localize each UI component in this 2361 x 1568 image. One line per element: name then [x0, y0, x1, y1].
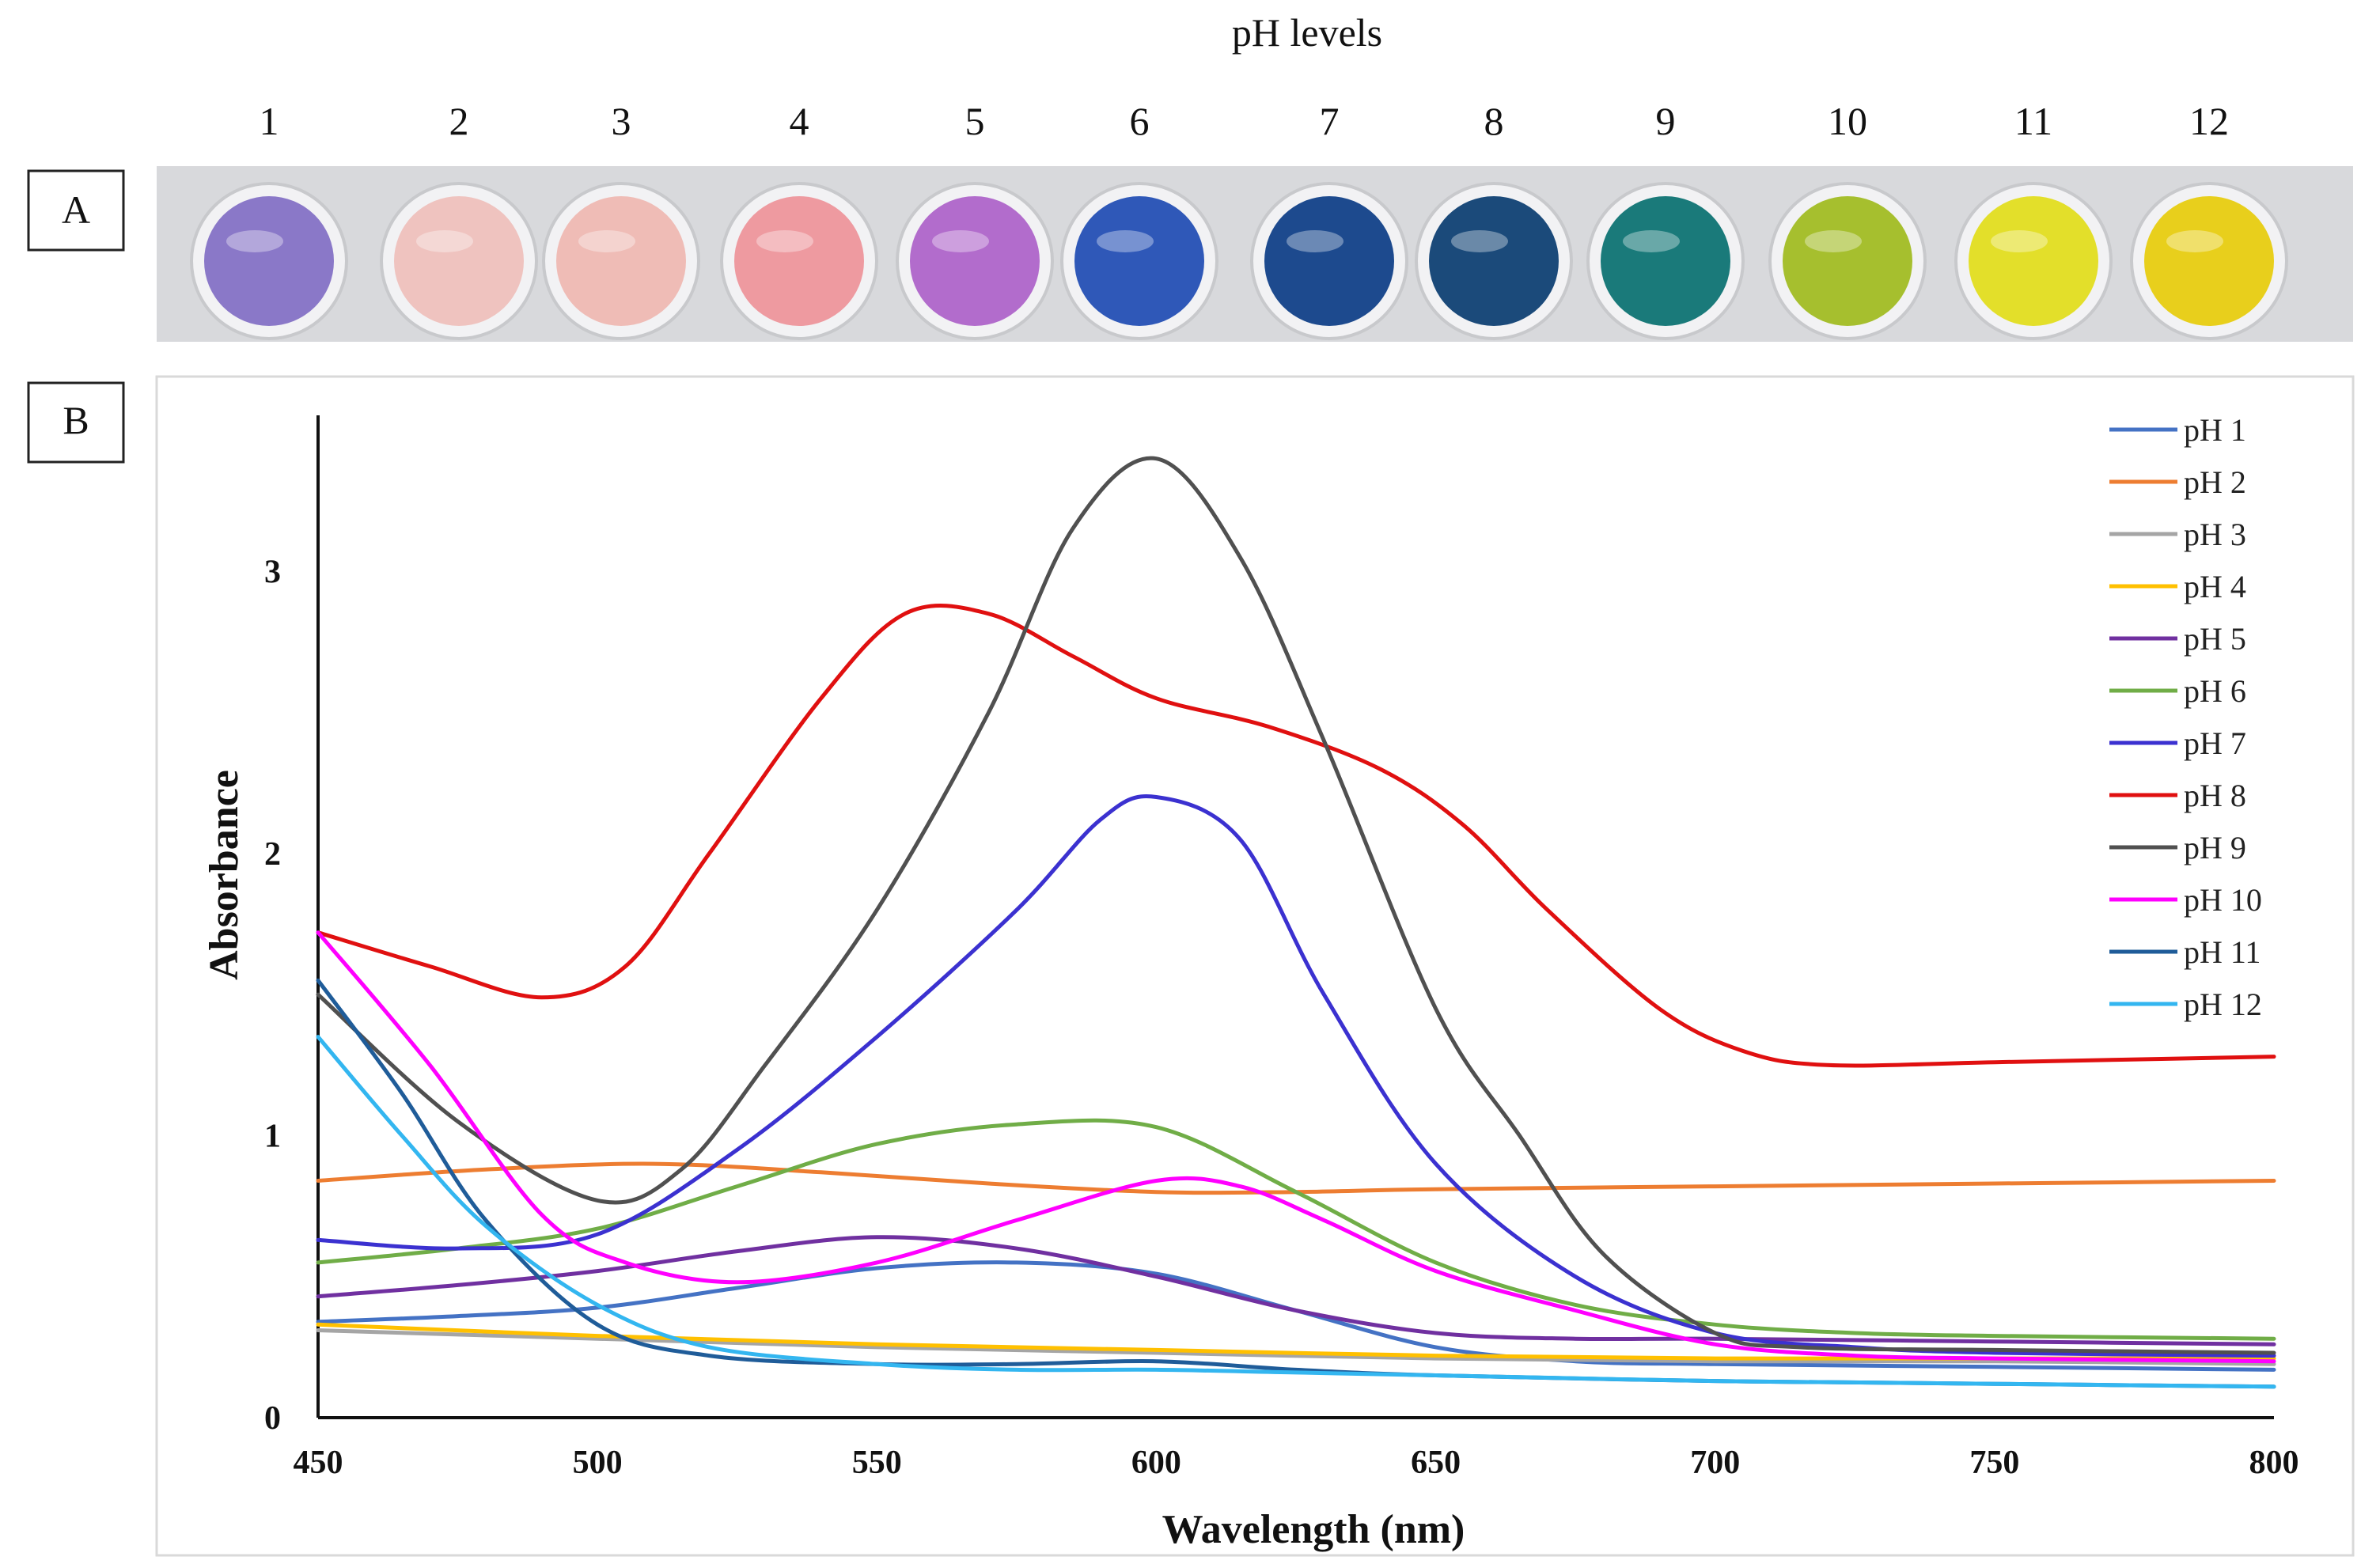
well-label-8: 8 — [1484, 99, 1504, 143]
y-tick-label: 3 — [264, 554, 281, 590]
well-4 — [734, 196, 864, 326]
series-line-ph-7 — [316, 794, 2276, 1358]
x-tick-label: 500 — [573, 1445, 623, 1481]
x-tick-label: 450 — [294, 1445, 343, 1481]
well-highlight-8 — [1451, 230, 1508, 252]
legend-label: pH 8 — [2184, 778, 2246, 813]
y-tick-label: 1 — [264, 1118, 281, 1154]
well-strip — [157, 166, 2353, 342]
legend-label: pH 3 — [2184, 517, 2246, 552]
legend: pH 1 pH 2 pH 3 pH 4 pH 5 pH 6 pH 7 pH 8 pH 9 pH 1… — [2109, 412, 2262, 1022]
well-highlight-10 — [1805, 230, 1862, 252]
series-line-ph-12 — [316, 1035, 2276, 1389]
well-highlight-7 — [1287, 230, 1343, 252]
well-8 — [1429, 196, 1559, 326]
well-label-12: 12 — [2189, 99, 2229, 143]
x-tick-label: 650 — [1411, 1445, 1461, 1481]
axes — [316, 415, 2274, 1419]
legend-label: pH 5 — [2184, 621, 2246, 657]
well-5 — [910, 196, 1040, 326]
well-highlight-4 — [756, 230, 813, 252]
x-tick-label: 550 — [852, 1445, 902, 1481]
well-highlight-2 — [416, 230, 473, 252]
well-highlight-6 — [1097, 230, 1154, 252]
well-label-2: 2 — [449, 99, 469, 143]
legend-label: pH 12 — [2184, 987, 2262, 1022]
well-highlight-3 — [578, 230, 635, 252]
well-highlight-5 — [932, 230, 989, 252]
legend-label: pH 4 — [2184, 569, 2246, 604]
y-tick-label: 2 — [264, 836, 281, 873]
ph-levels-title: pH levels — [1232, 10, 1382, 55]
y-axis-label: Absorbance — [202, 770, 247, 980]
series-line-ph-5 — [316, 1235, 2276, 1346]
well-label-9: 9 — [1656, 99, 1676, 143]
x-tick-label: 600 — [1131, 1445, 1181, 1481]
well-6 — [1074, 196, 1204, 326]
series-lines — [316, 456, 2276, 1389]
panel-b-box — [27, 381, 125, 464]
well-highlight-9 — [1623, 230, 1680, 252]
well-10 — [1783, 196, 1912, 326]
tick-labels: 450 500 550 600 650 700 750 800 0 1 2 3 — [264, 554, 2299, 1481]
legend-label: pH 11 — [2184, 934, 2261, 970]
x-tick-label: 800 — [2249, 1445, 2299, 1481]
panel-b-label: B — [63, 398, 89, 442]
legend-label: pH 9 — [2184, 830, 2246, 865]
well-label-10: 10 — [1828, 99, 1867, 143]
x-tick-label: 750 — [1969, 1445, 2019, 1481]
well-labels: 1 2 3 4 5 6 7 8 9 10 11 12 — [260, 99, 2230, 143]
legend-label: pH 7 — [2184, 725, 2246, 761]
y-tick-label: 0 — [264, 1400, 281, 1437]
well-label-5: 5 — [965, 99, 985, 143]
legend-label: pH 2 — [2184, 464, 2246, 500]
chart-frame — [155, 375, 2355, 1557]
well-3 — [556, 196, 686, 326]
well-label-4: 4 — [790, 99, 809, 143]
series-line-ph-10 — [316, 930, 2276, 1364]
well-label-11: 11 — [2014, 99, 2052, 143]
well-11 — [1969, 196, 2098, 326]
well-7 — [1264, 196, 1394, 326]
well-2 — [394, 196, 524, 326]
well-12 — [2144, 196, 2274, 326]
well-highlight-12 — [2166, 230, 2223, 252]
legend-label: pH 1 — [2184, 412, 2246, 448]
x-tick-label: 700 — [1690, 1445, 1740, 1481]
well-label-1: 1 — [260, 99, 279, 143]
well-highlight-1 — [226, 230, 283, 252]
panel-a-box — [27, 169, 125, 252]
well-1 — [204, 196, 334, 326]
legend-label: pH 10 — [2184, 882, 2262, 918]
well-label-3: 3 — [612, 99, 631, 143]
well-label-6: 6 — [1130, 99, 1150, 143]
series-line-ph-2 — [316, 1161, 2276, 1195]
series-line-ph-8 — [316, 604, 2276, 1068]
well-9 — [1601, 196, 1730, 326]
well-highlight-11 — [1991, 230, 2048, 252]
well-label-7: 7 — [1320, 99, 1340, 143]
panel-a-label: A — [62, 187, 90, 232]
legend-label: pH 6 — [2184, 673, 2246, 709]
series-line-ph-9 — [316, 456, 2276, 1355]
x-axis-label: Wavelength (nm) — [1162, 1507, 1465, 1552]
